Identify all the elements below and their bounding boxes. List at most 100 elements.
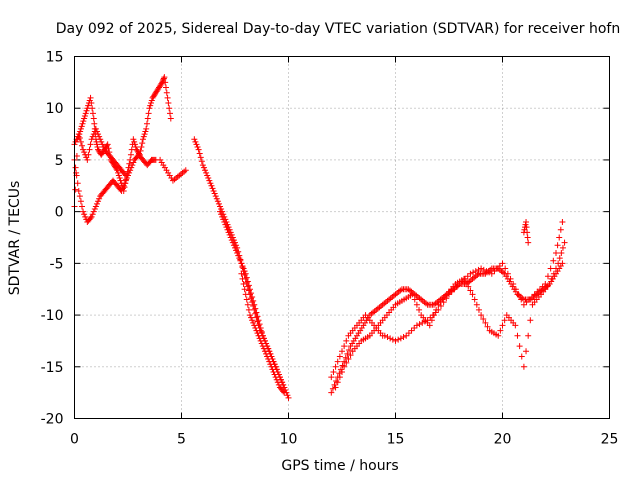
y-tick-label: -10 — [41, 308, 64, 324]
data-point — [72, 186, 79, 193]
data-point — [121, 180, 128, 187]
data-point — [233, 247, 240, 254]
series-trace-c — [71, 125, 129, 179]
data-point — [93, 200, 100, 207]
data-point — [264, 353, 271, 360]
data-point — [343, 337, 350, 344]
data-point — [345, 356, 352, 363]
data-point — [245, 282, 252, 289]
data-point — [486, 269, 493, 276]
data-point — [555, 260, 562, 267]
data-point — [147, 102, 154, 109]
y-tick-label: 15 — [46, 50, 64, 66]
data-point — [92, 203, 99, 210]
data-point — [260, 345, 267, 352]
data-point — [88, 213, 95, 220]
data-point — [518, 353, 525, 360]
data-point — [523, 348, 530, 355]
grid — [74, 56, 610, 419]
data-point — [554, 242, 561, 249]
data-point — [397, 335, 404, 342]
data-point — [194, 144, 201, 150]
data-point — [145, 110, 152, 117]
data-point — [88, 136, 95, 143]
data-point — [550, 257, 557, 264]
data-point — [226, 231, 233, 238]
data-point — [524, 229, 531, 236]
data-point — [142, 128, 149, 135]
series-trace-b — [71, 151, 159, 225]
data-point — [514, 332, 521, 339]
data-point — [284, 392, 291, 399]
data-point — [77, 125, 84, 132]
data-point — [501, 317, 508, 324]
data-point — [242, 291, 249, 298]
data-point — [285, 394, 292, 401]
data-point — [437, 303, 444, 310]
data-point — [470, 269, 477, 276]
data-point — [182, 167, 189, 174]
data-point — [255, 332, 262, 339]
data-point — [522, 221, 529, 228]
data-point — [84, 156, 91, 163]
data-point — [220, 216, 227, 223]
data-point — [520, 363, 527, 370]
data-point — [75, 187, 82, 194]
data-point — [516, 343, 523, 350]
data-point — [502, 265, 509, 272]
data-point — [475, 306, 482, 313]
data-point — [472, 268, 479, 275]
data-point — [272, 374, 279, 381]
data-point — [123, 175, 130, 182]
data-point — [166, 105, 173, 112]
data-point — [148, 100, 155, 107]
data-point — [510, 281, 517, 288]
data-point — [482, 319, 489, 326]
data-point — [343, 359, 350, 366]
data-point — [116, 175, 123, 182]
data-point — [89, 110, 96, 117]
data-point — [523, 299, 530, 306]
data-point — [525, 239, 532, 246]
data-point — [497, 327, 504, 334]
data-point — [206, 177, 213, 184]
data-point — [204, 172, 211, 179]
data-point — [395, 336, 402, 343]
data-point — [81, 115, 88, 122]
data-point — [235, 252, 242, 259]
data-point — [328, 389, 335, 396]
data-point — [217, 208, 224, 215]
data-point — [129, 162, 136, 169]
data-point — [192, 138, 199, 145]
data-point — [280, 388, 287, 395]
data-point — [163, 89, 170, 96]
data-point — [230, 242, 237, 249]
data-point — [446, 291, 452, 298]
x-tick-label: 20 — [494, 432, 512, 448]
data-point — [76, 193, 83, 200]
data-point — [440, 299, 447, 306]
data-point — [140, 133, 147, 140]
data-point — [80, 208, 87, 215]
data-point — [104, 141, 111, 148]
data-point — [166, 110, 173, 117]
data-point — [148, 97, 155, 104]
data-point — [117, 177, 124, 184]
y-tick-label: -5 — [50, 256, 64, 272]
data-point — [557, 226, 564, 233]
data-point — [559, 244, 566, 251]
data-point — [218, 206, 225, 213]
data-point — [246, 286, 253, 293]
data-point — [92, 125, 99, 132]
data-point — [432, 309, 439, 316]
data-point — [273, 376, 280, 383]
series-trace-k — [328, 312, 386, 381]
data-point — [429, 312, 436, 319]
data-point — [411, 325, 418, 331]
data-point — [271, 371, 278, 378]
data-point — [85, 102, 92, 109]
data-point — [81, 211, 88, 218]
data-point — [257, 337, 264, 344]
data-point — [480, 315, 487, 322]
data-point — [275, 381, 282, 388]
